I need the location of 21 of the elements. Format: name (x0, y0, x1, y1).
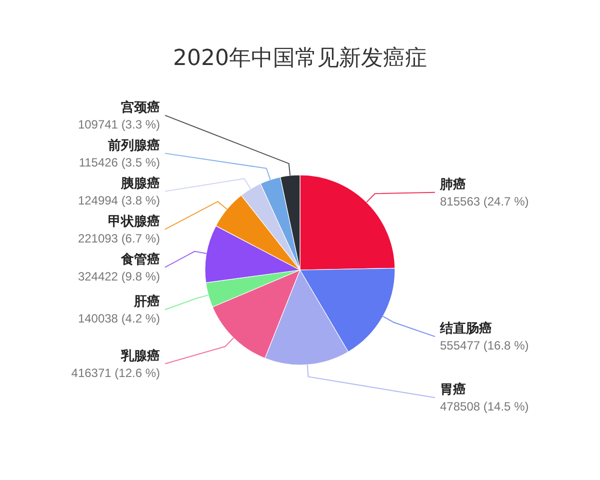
data-label: 555477 (16.8 %) (440, 338, 529, 353)
slice-label: 甲状腺癌 (108, 213, 160, 228)
slice-label: 前列腺癌 (107, 137, 160, 152)
slice-label: 宫颈癌 (121, 99, 160, 114)
data-label: 324422 (9.8 %) (78, 269, 160, 284)
slice-label: 食管癌 (120, 251, 160, 266)
slice-label: 乳腺癌 (120, 348, 160, 363)
slice-label: 胰腺癌 (120, 175, 160, 190)
data-label: 478508 (14.5 %) (440, 400, 529, 414)
slice-label: 胃癌 (440, 382, 466, 397)
slice-label: 肝癌 (133, 294, 160, 309)
data-label: 416371 (12.6 %) (71, 366, 160, 380)
data-label: 221093 (6.7 %) (78, 231, 160, 246)
data-label: 115426 (3.5 %) (78, 155, 160, 170)
data-label: 815563 (24.7 %) (440, 194, 529, 208)
chart-title: 2020年中国常见新发癌症 (173, 46, 427, 71)
data-label: 124994 (3.8 %) (78, 193, 160, 208)
data-label: 140038 (4.2 %) (78, 312, 160, 326)
slice-label: 肺癌 (439, 176, 466, 192)
data-label: 109741 (3.3 %) (78, 117, 160, 132)
slice-label: 结直肠癌 (439, 320, 492, 336)
